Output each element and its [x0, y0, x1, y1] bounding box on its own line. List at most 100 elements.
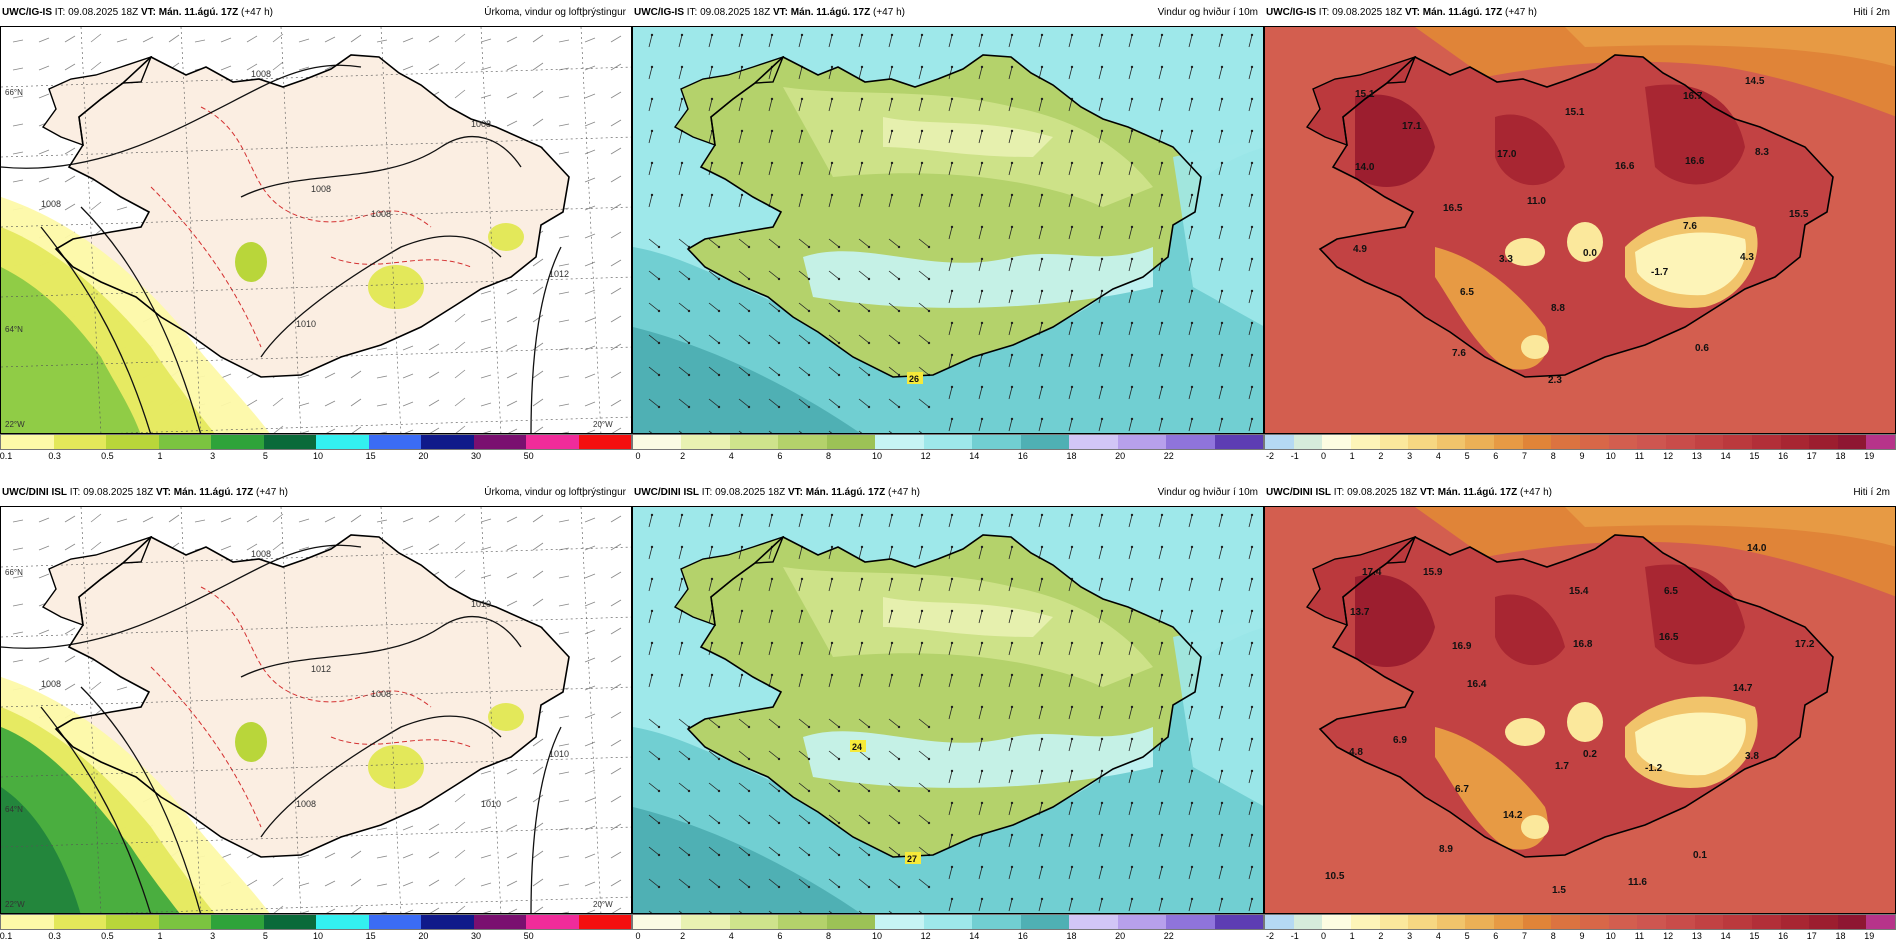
wind-arrow	[948, 642, 953, 656]
wind-barb	[532, 542, 544, 551]
wind-arrow-head	[687, 341, 691, 345]
wind-arrow-head	[830, 673, 834, 677]
legend-swatch	[633, 435, 682, 449]
wind-arrow	[1128, 354, 1133, 368]
wind-arrow	[648, 130, 653, 144]
wind-barb	[584, 121, 596, 127]
temp-area	[1435, 247, 1548, 370]
legend-swatch	[1436, 435, 1466, 449]
legend-swatch	[1751, 915, 1781, 929]
wind-barb	[194, 519, 206, 523]
wind-arrow	[948, 258, 953, 272]
temp-label: 8.3	[1755, 147, 1769, 158]
wind-arrow-head	[980, 673, 984, 677]
wind-barb	[558, 715, 570, 719]
temp-label: 16.9	[1452, 641, 1472, 652]
isobar-label: 1008	[41, 679, 61, 689]
wind-arrow	[648, 194, 653, 208]
wind-arrow-head	[1160, 737, 1164, 741]
wind-barb	[64, 683, 76, 691]
legend-swatch	[972, 435, 1021, 449]
wind-barb	[558, 547, 570, 551]
wind-barb	[532, 794, 544, 803]
wind-barb	[324, 880, 336, 887]
wind-arrow	[978, 770, 983, 784]
wind-arrow-head	[897, 309, 901, 313]
legend-swatch	[1322, 435, 1351, 449]
temp-label: 15.1	[1355, 89, 1375, 100]
wind-map[interactable]: 26	[632, 26, 1264, 434]
legend-swatch	[1214, 915, 1264, 929]
wind-arrow	[708, 130, 713, 144]
legend-tick: 19	[1864, 451, 1875, 461]
wind-arrow	[708, 430, 713, 433]
wind-arrow-head	[860, 65, 864, 69]
wind-arrow	[738, 578, 743, 592]
wind-barb	[38, 205, 50, 211]
wind-arrow-head	[950, 673, 954, 677]
wind-arrow	[918, 910, 923, 913]
wind-arrow-head	[980, 321, 984, 325]
wind-barb	[506, 316, 518, 323]
temp-map[interactable]: 17.4 13.7 15.9 14.0 15.4 6.5 16.9 16.8 16.5 17.2 1…	[1264, 506, 1896, 914]
wind-arrow	[738, 642, 743, 656]
wind-arrow	[1218, 98, 1223, 112]
wind-arrow-head	[890, 545, 894, 549]
wind-arrow-head	[740, 65, 744, 69]
wind-arrow	[888, 398, 900, 408]
wind-arrow-head	[1160, 641, 1164, 645]
wind-arrow	[828, 846, 840, 856]
wind-barb	[480, 318, 492, 323]
legend-swatch	[826, 435, 876, 449]
wind-arrow-head	[1160, 65, 1164, 69]
wind-arrow-head	[717, 373, 721, 377]
legend-tick: 50	[523, 451, 534, 461]
wind-arrow	[828, 238, 840, 248]
wind-barb	[298, 882, 310, 887]
wind-arrow-head	[687, 277, 691, 281]
wind-arrow-head	[890, 673, 894, 677]
wind-area	[803, 247, 1153, 308]
wind-barb	[558, 827, 570, 831]
wind-arrow	[738, 514, 743, 528]
wind-arrow	[1248, 66, 1253, 80]
wind-arrow	[768, 642, 773, 656]
wind-arrow	[918, 66, 923, 80]
wind-barb	[558, 235, 570, 239]
wind-arrow	[678, 162, 683, 176]
grid-line	[580, 507, 602, 913]
precip-map[interactable]: 66°N 64°N 22°W 20°W 1008 1008 1008 1008 1010 1012…	[0, 26, 632, 434]
wind-barb	[558, 95, 570, 99]
wind-arrow-head	[777, 309, 781, 313]
wind-arrow	[858, 34, 863, 48]
wind-arrow-head	[740, 129, 744, 133]
panel-title: Vindur og hviður í 10m	[1157, 487, 1258, 498]
wind-arrow-head	[1040, 257, 1044, 261]
temp-label: 4.9	[1353, 244, 1367, 255]
precip-map[interactable]: 66°N 64°N 22°W 20°W 1008 1010 1008 1008 1008 1010…	[0, 506, 632, 914]
wind-arrow	[648, 846, 660, 856]
wind-barb	[428, 371, 440, 379]
wind-arrow-head	[717, 277, 721, 281]
wind-arrow	[1098, 194, 1103, 208]
wind-arrow	[1218, 130, 1223, 144]
wind-arrow	[1218, 354, 1223, 368]
wind-arrow-head	[867, 373, 871, 377]
wind-map[interactable]: 24 27	[632, 506, 1264, 914]
isobar-label: 1010	[471, 599, 491, 609]
legend-swatch	[1020, 435, 1070, 449]
wind-arrow	[918, 162, 923, 176]
wind-arrow	[888, 718, 900, 728]
wind-arrow	[948, 386, 953, 400]
wind-arrow-head	[980, 257, 984, 261]
wind-barb	[38, 545, 50, 551]
wind-arrow	[1248, 194, 1253, 208]
wind-barb	[454, 61, 466, 71]
wind-arrow-head	[980, 289, 984, 293]
wind-arrow-head	[777, 789, 781, 793]
wind-arrow	[708, 750, 720, 760]
temp-map[interactable]: 15.1 17.1 14.0 16.7 14.5 15.1 17.0 16.6 16.6 8.3 1…	[1264, 26, 1896, 434]
wind-arrow	[648, 546, 653, 560]
wind-arrow	[678, 878, 690, 888]
wind-arrow	[1218, 866, 1223, 880]
